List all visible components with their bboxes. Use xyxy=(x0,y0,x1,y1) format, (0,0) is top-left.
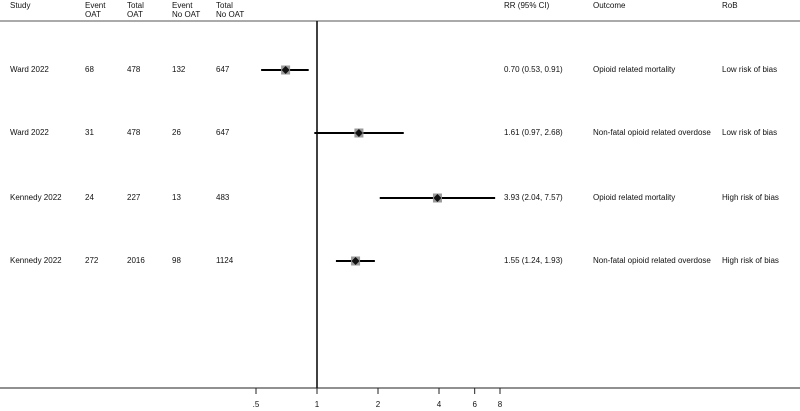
row-study: Kennedy 2022 xyxy=(10,193,62,202)
row-study: Ward 2022 xyxy=(10,65,49,74)
row-rob: Low risk of bias xyxy=(722,65,778,74)
row-outcome: Non-fatal opioid related overdose xyxy=(593,128,711,137)
x-tick-label: 2 xyxy=(376,400,381,409)
row-event-oat: 24 xyxy=(85,193,94,202)
point-estimate-marker xyxy=(354,129,363,137)
header-event-oat: Event OAT xyxy=(85,1,106,19)
row-event-no-oat: 132 xyxy=(172,65,186,74)
header-study: Study xyxy=(10,1,31,10)
row-total-oat: 2016 xyxy=(127,256,145,265)
row-rob: Low risk of bias xyxy=(722,128,778,137)
header-rr: RR (95% CI) xyxy=(504,1,550,10)
row-study: Kennedy 2022 xyxy=(10,256,62,265)
row-event-oat: 272 xyxy=(85,256,99,265)
row-total-no-oat: 647 xyxy=(216,128,230,137)
header-total-no-oat: Total No OAT xyxy=(216,1,245,19)
row-total-no-oat: 1124 xyxy=(216,256,234,265)
header-outcome: Outcome xyxy=(593,1,626,10)
row-study: Ward 2022 xyxy=(10,128,49,137)
row-rob: High risk of bias xyxy=(722,193,779,202)
x-tick-label: 8 xyxy=(498,400,503,409)
row-rr-text: 0.70 (0.53, 0.91) xyxy=(504,65,563,74)
row-rr-text: 1.61 (0.97, 2.68) xyxy=(504,128,563,137)
header-event-no-oat: Event No OAT xyxy=(172,1,201,19)
row-outcome: Opioid related mortality xyxy=(593,193,676,202)
row-outcome: Non-fatal opioid related overdose xyxy=(593,256,711,265)
header-total-oat: Total OAT xyxy=(127,1,144,19)
x-tick-label: 4 xyxy=(437,400,442,409)
row-event-oat: 31 xyxy=(85,128,94,137)
row-event-no-oat: 98 xyxy=(172,256,181,265)
row-rr-text: 3.93 (2.04, 7.57) xyxy=(504,193,563,202)
row-total-oat: 478 xyxy=(127,128,141,137)
x-tick-label: 6 xyxy=(472,400,477,409)
row-event-no-oat: 26 xyxy=(172,128,181,137)
row-total-no-oat: 483 xyxy=(216,193,230,202)
row-event-oat: 68 xyxy=(85,65,94,74)
row-outcome: Opioid related mortality xyxy=(593,65,676,74)
row-rr-text: 1.55 (1.24, 1.93) xyxy=(504,256,563,265)
point-estimate-marker xyxy=(281,66,290,74)
row-total-oat: 478 xyxy=(127,65,141,74)
header-rob: RoB xyxy=(722,1,738,10)
point-estimate-marker xyxy=(433,194,442,202)
point-estimate-marker xyxy=(351,257,360,265)
row-rob: High risk of bias xyxy=(722,256,779,265)
row-event-no-oat: 13 xyxy=(172,193,181,202)
row-total-oat: 227 xyxy=(127,193,141,202)
row-total-no-oat: 647 xyxy=(216,65,230,74)
x-tick-label: .5 xyxy=(253,400,260,409)
x-tick-label: 1 xyxy=(315,400,320,409)
